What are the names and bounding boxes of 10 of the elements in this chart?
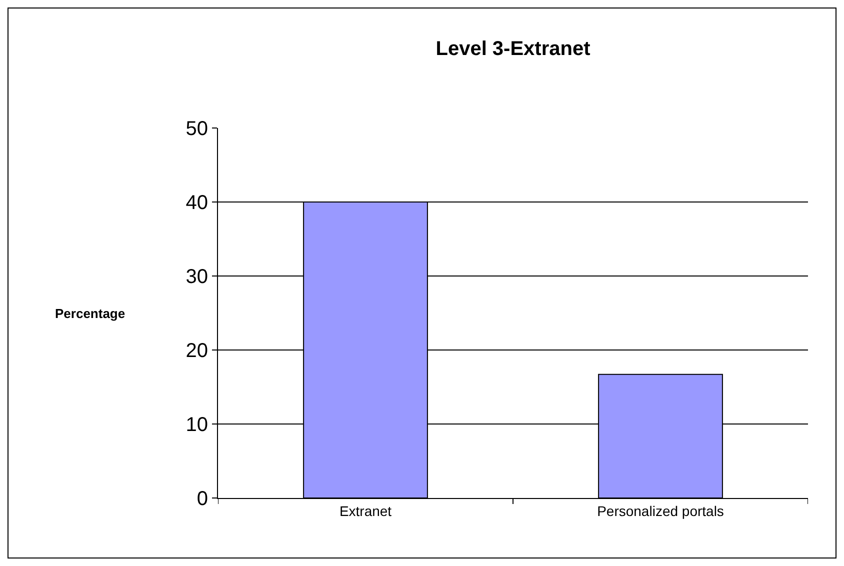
chart-title: Level 3-Extranet bbox=[436, 38, 591, 60]
y-tick-label: 0 bbox=[196, 488, 208, 510]
x-tick-label: Extranet bbox=[339, 502, 392, 519]
y-tick-label: 10 bbox=[186, 414, 208, 436]
x-tick-label: Personalized portals bbox=[597, 502, 724, 519]
y-tick-label: 30 bbox=[186, 266, 208, 288]
y-tick-label: 50 bbox=[186, 118, 208, 140]
y-tick-label: 20 bbox=[186, 340, 208, 362]
y-tick-label: 40 bbox=[186, 192, 208, 214]
y-axis-title: Percentage bbox=[55, 306, 126, 321]
